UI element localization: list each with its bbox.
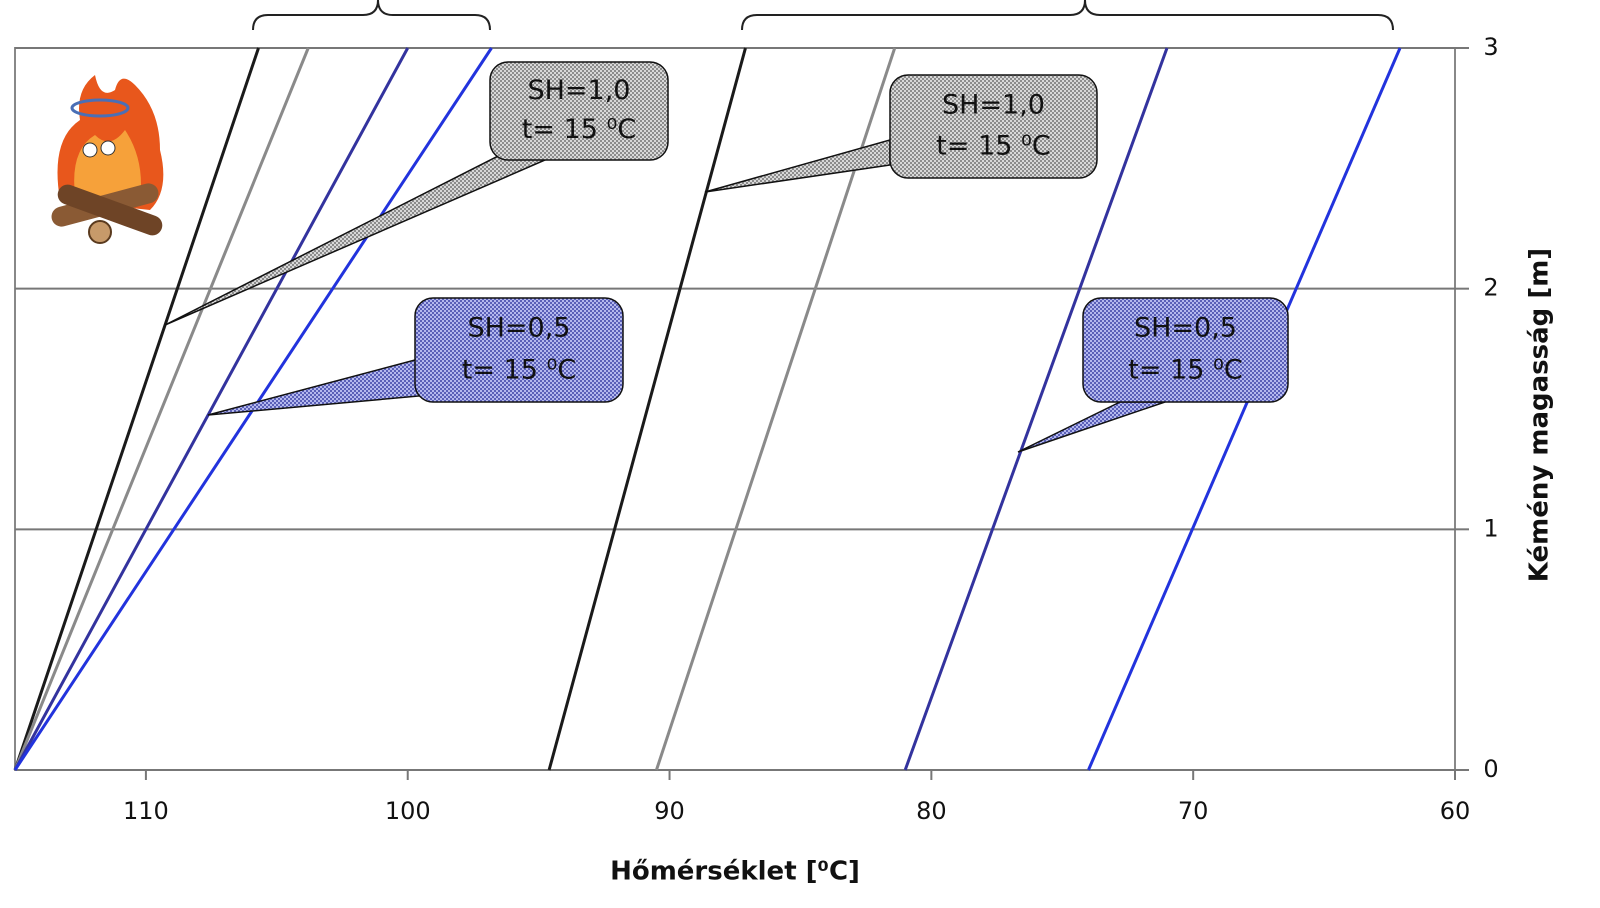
brace: [253, 0, 490, 30]
x-tick-label: 60: [1440, 797, 1471, 825]
callout-text: SH=1,0: [942, 89, 1045, 120]
x-tick-label: 80: [916, 797, 947, 825]
callout-text: t= 15 ⁰C: [462, 354, 576, 385]
callout-text: SH=0,5: [467, 313, 570, 344]
y-axis-title: Kémény magasság [m]: [1525, 248, 1555, 582]
y-tick-label: 1: [1483, 514, 1498, 542]
callout-text: t= 15 ⁰C: [936, 131, 1050, 162]
chart: 0 1 2 3 110 100 90 80 70 60 Hőmérséklet [⁰C] Kémény…: [0, 0, 1600, 908]
y-tick-label: 2: [1483, 274, 1498, 302]
x-tick-label: 110: [123, 797, 169, 825]
callout-text: t= 15 ⁰C: [522, 114, 636, 145]
x-tick-label: 100: [385, 797, 431, 825]
x-tick-label: 90: [654, 797, 685, 825]
x-axis-title: Hőmérséklet [⁰C]: [610, 857, 860, 887]
y-tick-label: 0: [1483, 755, 1498, 783]
callout-text: SH=1,0: [527, 75, 630, 106]
callout-text: t= 15 ⁰C: [1128, 354, 1242, 385]
brace: [742, 0, 1393, 30]
y-tick-label: 3: [1483, 33, 1498, 61]
x-tick-label: 70: [1178, 797, 1209, 825]
callout-text: SH=0,5: [1134, 313, 1237, 344]
